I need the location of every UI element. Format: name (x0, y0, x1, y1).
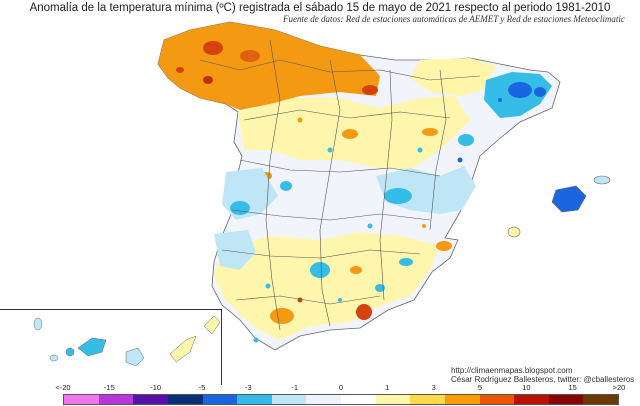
island-menorca (593, 175, 611, 185)
cold-core-catalonia-2 (534, 87, 546, 97)
hotspot-leon (240, 50, 260, 62)
legend-tick-label: 0 (338, 383, 344, 392)
warm-pocket-south-1 (270, 308, 294, 324)
cold-core-cuenca (384, 188, 412, 204)
cold-core-extremadura (230, 201, 250, 215)
legend-tick-label: -1 (291, 383, 298, 392)
legend-swatch (64, 395, 99, 404)
island-tenerife (77, 337, 107, 357)
cold-core-catalonia (508, 82, 532, 98)
warm-pocket-madrid (342, 129, 358, 139)
legend-tick-label: -15 (103, 383, 115, 392)
legend-swatch (271, 395, 307, 404)
legend-tick-label: 3 (431, 383, 436, 392)
anomaly-zone-yellow-south (214, 232, 440, 340)
hotspot-coast (176, 67, 184, 73)
legend-swatch (167, 395, 203, 404)
warm-pocket-ebro (422, 128, 438, 136)
island-el-hierro (49, 354, 59, 362)
island-la-palma (33, 317, 43, 331)
legend-tick-label: 5 (477, 383, 483, 392)
cold-zone-southwest (214, 230, 256, 270)
island-ibiza (507, 226, 521, 238)
legend-swatch (444, 395, 480, 404)
legend-tick-label: -10 (150, 383, 162, 392)
cold-core-murcia (399, 258, 413, 266)
legend-tick-label: -3 (244, 383, 252, 392)
warm-pocket-south-2 (356, 304, 372, 320)
legend-swatch (548, 395, 584, 404)
data-source-note: Fuente de datos: Red de estaciones autom… (283, 14, 625, 24)
legend-tick-label: 1 (385, 383, 390, 392)
cold-core-center (280, 181, 292, 191)
legend-tick-label: >20 (612, 383, 626, 392)
canary-inset-frame (0, 309, 222, 385)
province-borders (199, 39, 481, 331)
island-lanzarote (203, 315, 221, 335)
island-gran-canaria (125, 347, 145, 367)
hotspot-galicia-south (203, 76, 213, 84)
legend-tick-label: -5 (198, 383, 206, 392)
legend-tick-label: 10 (522, 383, 531, 392)
legend-swatch (237, 395, 272, 404)
map-title: Anomalía de la temperatura mínima (ºC) r… (29, 2, 611, 14)
legend-swatch (514, 395, 549, 404)
cold-core-sierra-morena (310, 262, 330, 278)
cold-core-granada (375, 284, 385, 292)
legend-swatch (98, 395, 134, 404)
warm-pocket-south-3 (436, 241, 452, 251)
legend-tick-label: 15 (568, 383, 577, 392)
warm-pocket-la-mancha (350, 266, 362, 274)
island-la-gomera (65, 347, 75, 357)
hotspot-burgos (362, 85, 378, 95)
legend-swatch (583, 395, 618, 404)
legend-swatch (375, 395, 411, 404)
legend-color-bar (63, 394, 619, 405)
legend-tick-label: <-20 (55, 383, 71, 392)
legend-swatch (306, 395, 341, 404)
legend-swatch (133, 395, 168, 404)
legend-tick-row: <-20 -15 -10 -5 -3 -1 0 1 3 5 10 15 >20 (55, 383, 625, 394)
legend-swatch (341, 395, 376, 404)
legend-swatch (202, 395, 238, 404)
cold-core-teruel (458, 134, 474, 146)
credit-author: César Rodríguez Ballesteros, twitter: @c… (451, 375, 635, 384)
color-legend: <-20 -15 -10 -5 -3 -1 0 1 3 5 10 15 >20 (55, 383, 625, 406)
island-mallorca (551, 185, 587, 213)
hotspot-galicia (203, 41, 223, 55)
credit-website[interactable]: http://climaenmapas.blogspot.com (451, 366, 573, 375)
legend-swatch (410, 395, 445, 404)
island-fuerteventura (169, 335, 197, 363)
anomaly-zone-yellow-east (410, 58, 496, 96)
legend-swatch (479, 395, 515, 404)
